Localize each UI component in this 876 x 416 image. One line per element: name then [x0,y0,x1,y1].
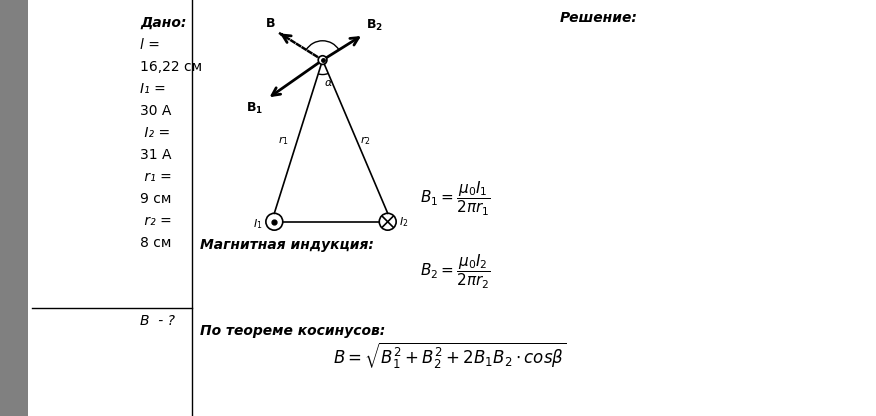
Text: l =: l = [140,38,160,52]
Text: $r_1$: $r_1$ [278,134,289,147]
Text: $r_2$: $r_2$ [360,134,371,147]
Text: 9 см: 9 см [140,192,172,206]
Text: $\mathbf{B_2}$: $\mathbf{B_2}$ [366,18,383,33]
Text: $\mathbf{B}$: $\mathbf{B}$ [265,17,275,30]
Text: $B_1 = \dfrac{\mu_0 I_1}{2\pi r_1}$: $B_1 = \dfrac{\mu_0 I_1}{2\pi r_1}$ [420,180,491,218]
Text: 8 см: 8 см [140,236,172,250]
Text: Решение:: Решение: [560,11,638,25]
Text: Дано:: Дано: [140,16,187,30]
Bar [0,0,28,416]
Text: B  - ?: B - ? [140,314,175,328]
Text: $B = \sqrt{B_1^2 + B_2^2 + 2B_1 B_2 \cdot cos\beta}$: $B = \sqrt{B_1^2 + B_2^2 + 2B_1 B_2 \cdo… [333,341,566,371]
Text: $I_1$: $I_1$ [253,217,262,231]
Circle shape [318,56,327,64]
Text: r₂ =: r₂ = [140,214,172,228]
Text: Магнитная индукция:: Магнитная индукция: [200,238,374,252]
Text: 16,22 см: 16,22 см [140,60,202,74]
Text: $\mathbf{B_1}$: $\mathbf{B_1}$ [246,101,264,116]
Text: I₁ =: I₁ = [140,82,166,96]
Text: 31 А: 31 А [140,148,172,162]
Text: $B_2 = \dfrac{\mu_0 I_2}{2\pi r_2}$: $B_2 = \dfrac{\mu_0 I_2}{2\pi r_2}$ [420,253,491,291]
Text: 30 А: 30 А [140,104,172,118]
Text: $\alpha$: $\alpha$ [324,78,333,88]
Text: По теореме косинусов:: По теореме косинусов: [200,324,385,338]
Text: I₂ =: I₂ = [140,126,170,140]
Text: r₁ =: r₁ = [140,170,172,184]
Text: $I_2$: $I_2$ [399,215,408,229]
